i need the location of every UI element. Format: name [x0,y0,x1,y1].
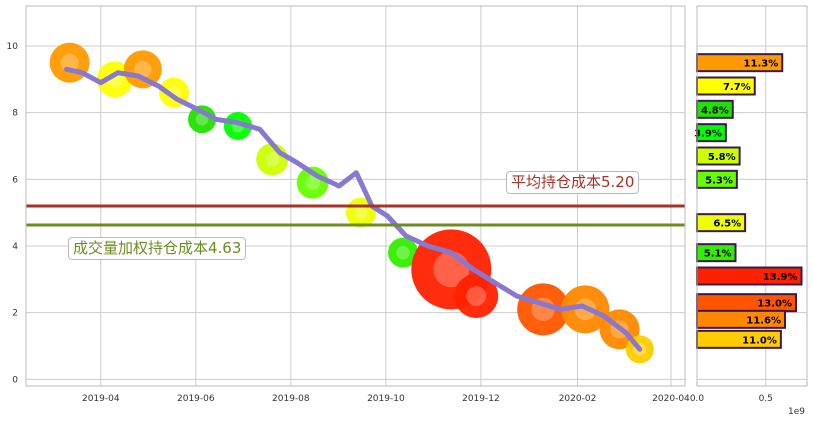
bubble-decorations [49,42,654,364]
main-y-tick-label: 0 [12,375,18,385]
pear-icon [296,166,329,199]
main-grid [26,6,685,386]
price-point [116,71,120,75]
price-point [493,281,497,285]
price-point [65,67,69,71]
main-y-tick-label: 2 [12,309,18,319]
price-point [471,267,475,271]
price-point [515,294,519,298]
price-point [337,184,341,188]
cost-lines [26,204,685,227]
vwap-cost-annotation: 成交量加权持仓成本4.63 [68,237,247,260]
price-point [195,107,199,111]
price-point [258,127,262,131]
price-point [175,97,179,101]
price-point [558,307,562,311]
price-point [136,74,140,78]
price-point [156,84,160,88]
main-x-tick-label: 2020-02 [559,394,597,404]
price-point [295,161,299,165]
price-line [64,66,643,352]
price-point [449,251,453,255]
price-point [236,121,240,125]
main-plot-frame [25,5,686,387]
price-point [354,171,358,175]
price-point [638,347,642,351]
price-point [404,234,408,238]
apple-icon [454,274,499,318]
main-x-tick-label: 2019-08 [272,394,310,404]
main-x-tick-label: 2019-04 [82,394,120,404]
price-point [99,81,103,85]
main-y-tick-label: 6 [12,175,18,185]
price-point [385,214,389,218]
price-point [580,304,584,308]
main-y-tick-label: 8 [12,109,18,119]
price-point [214,117,218,121]
main-x-tick-label: 2019-06 [177,394,215,404]
main-x-tick-label: 2020-04 [652,394,690,404]
price-point [278,151,282,155]
price-point [80,71,84,75]
price-point [624,331,628,335]
corn-icon [256,143,289,176]
price-series [64,66,643,352]
price-point [426,244,430,248]
radish-icon [49,42,90,83]
main-x-tick-label: 2019-12 [462,394,500,404]
main-y-tick-label: 4 [12,242,18,252]
main-y-tick-label: 10 [7,42,19,52]
main-axis-ticks: 2019-04 2019-06 2019-08 2019-10 2019-12 2020-… [7,42,691,404]
price-point [537,301,541,305]
avg-cost-annotation: 平均持仓成本5.20 [506,171,640,194]
price-point [315,174,319,178]
price-point [602,314,606,318]
main-x-tick-label: 2019-10 [367,394,405,404]
watermelon-icon [388,237,419,268]
